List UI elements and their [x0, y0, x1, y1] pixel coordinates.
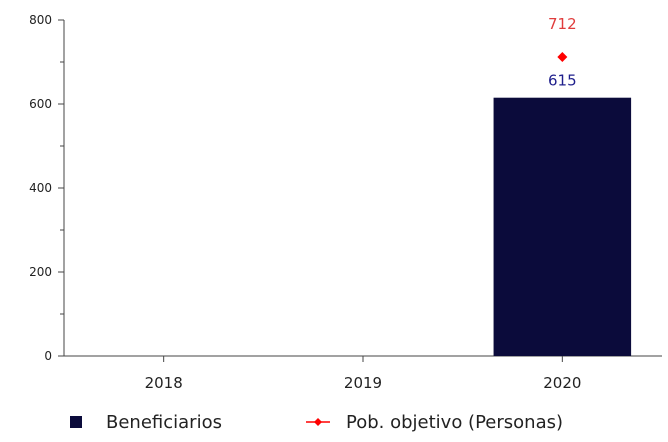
- y-tick-label: 0: [44, 349, 52, 363]
- legend-marker: [314, 418, 322, 426]
- x-tick-group: 2018 2019 2020: [145, 356, 581, 392]
- x-tick-label: 2019: [344, 374, 382, 392]
- legend-label: Pob. objetivo (Personas): [346, 412, 563, 433]
- y-tick-label: 600: [29, 97, 52, 111]
- legend: Beneficiarios Pob. objetivo (Personas): [70, 412, 563, 433]
- legend-label: Beneficiarios: [106, 412, 222, 433]
- y-tick-label: 200: [29, 265, 52, 279]
- legend-swatch: [70, 416, 82, 428]
- plot-area: 615 712: [493, 15, 632, 356]
- x-tick-label: 2018: [145, 374, 183, 392]
- x-tick-label: 2020: [543, 374, 581, 392]
- bar-value-label: 615: [548, 72, 577, 90]
- y-tick-group: 0 200 400 600 800: [29, 13, 64, 363]
- y-tick-label: 800: [29, 13, 52, 27]
- bar: [493, 97, 632, 356]
- point-marker: [557, 51, 568, 62]
- axes: 0 200 400 600 800 2018 2019 2020: [29, 13, 662, 392]
- y-tick-label: 400: [29, 181, 52, 195]
- point-value-label: 712: [548, 15, 577, 33]
